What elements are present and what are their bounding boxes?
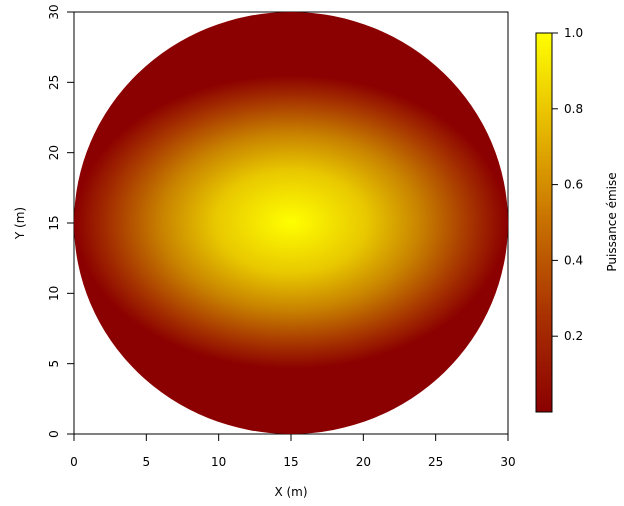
y-tick-label: 5 [47, 360, 61, 368]
colorbar-tick-label: 0.6 [564, 178, 583, 192]
y-tick-label: 15 [47, 215, 61, 230]
x-tick-label: 15 [283, 455, 298, 469]
x-axis: 0 5 10 15 20 25 30 [70, 434, 516, 469]
x-tick-label: 10 [211, 455, 226, 469]
colorbar-tick-label: 1.0 [564, 26, 583, 40]
x-tick-label: 5 [143, 455, 151, 469]
x-tick-label: 0 [70, 455, 78, 469]
colorbar [535, 32, 553, 413]
colorbar-axis: 0.2 0.4 0.6 0.8 1.0 [552, 26, 583, 343]
y-tick-label: 10 [47, 286, 61, 301]
y-tick-label: 0 [47, 430, 61, 438]
y-tick-label: 20 [47, 145, 61, 160]
x-tick-label: 20 [356, 455, 371, 469]
x-tick-label: 30 [500, 455, 515, 469]
y-axis: 0 5 10 15 20 25 30 [47, 4, 74, 438]
colorbar-tick-label: 0.4 [564, 253, 583, 267]
colorbar-title: Puissance émise [605, 172, 619, 271]
colorbar-tick-label: 0.2 [564, 329, 583, 343]
y-tick-label: 30 [47, 4, 61, 19]
y-axis-title: Y (m) [13, 207, 27, 240]
power-disk [74, 12, 508, 434]
x-tick-label: 25 [428, 455, 443, 469]
colorbar-tick-label: 0.8 [564, 102, 583, 116]
y-tick-label: 25 [47, 75, 61, 90]
x-axis-title: X (m) [274, 485, 307, 499]
